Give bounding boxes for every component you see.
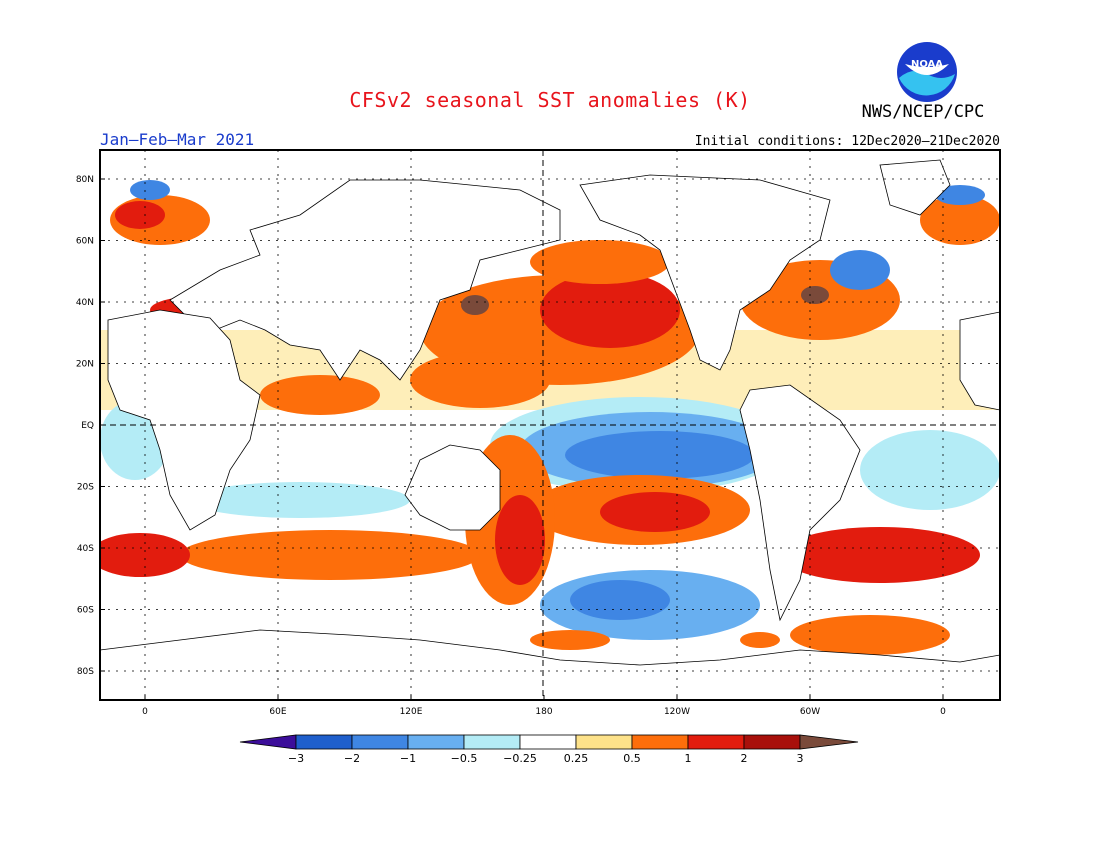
colorbar-tick-label: 0.5 [623,752,641,765]
colorbar-segment [519,734,577,750]
colorbar-tick-label: −0.25 [503,752,537,765]
south-atlantic-warm [780,527,980,583]
logo-text: NOAA [911,59,943,70]
lon-tick-label: 0 [940,707,946,717]
latitude-ticks: 80N 60N 40N 20N EQ 20S 40S 60S 80S [76,175,105,677]
lon-tick-label: 60E [269,707,286,717]
lon-tick-label: 120W [664,707,690,717]
lat-tick-label: 60S [77,606,94,616]
colorbar-segment [575,734,633,750]
lat-tick-label: 80S [77,667,94,677]
antarctica-land [100,629,1000,700]
colorbar-tick-label: 2 [741,752,748,765]
lat-tick-label: 60N [76,237,94,247]
lat-tick-label: 40S [77,544,94,554]
continents [100,159,1000,700]
lon-tick-label: 120E [400,707,423,717]
colorbar-high-arrow [799,734,859,750]
lat-tick-label: 20N [76,360,94,370]
colorbar-tick-label: −0.5 [451,752,478,765]
lat-tick-label: EQ [81,421,94,431]
longitude-ticks: 0 60E 120E 180 120W 60W 0 [142,695,946,717]
lon-tick-label: 60W [800,707,820,717]
colorbar-segment [351,734,409,750]
colorbar-segment [407,734,465,750]
cold-tongue-core [565,431,755,479]
lon-tick-label: 0 [142,707,148,717]
colorbar-tick-label: −1 [400,752,416,765]
agency-label: NWS/NCEP/CPC [861,102,985,122]
colorbar: −3 −2 −1 −0.5 −0.25 0.25 0.5 1 2 3 [239,734,859,765]
colorbar-tick-label: −3 [288,752,304,765]
colorbar-segment [631,734,689,750]
colorbar-low-arrow [239,734,297,750]
australia-land [404,444,501,531]
graticule [100,150,1000,700]
noaa-logo: NOAA [897,42,957,102]
colorbar-tick-label: 0.25 [564,752,589,765]
lat-tick-label: 20S [77,483,94,493]
forecast-period: Jan–Feb–Mar 2021 [100,130,255,149]
colorbar-segment [295,734,353,750]
africa-land [107,309,261,531]
colorbar-segment [743,734,801,750]
colorbar-tick-label: 3 [797,752,804,765]
lat-tick-label: 40N [76,298,94,308]
colorbar-tick-label: −2 [344,752,360,765]
eurasia-land [169,179,561,381]
colorbar-segment [687,734,745,750]
lat-tick-label: 80N [76,175,94,185]
lon-tick-label: 180 [535,707,552,717]
colorbar-tick-label: 1 [685,752,692,765]
north-america-land [579,174,831,371]
indian-ocean-warm [180,530,480,580]
initial-conditions: Initial conditions: 12Dec2020–21Dec2020 [694,134,1000,149]
chart-title: CFSv2 seasonal SST anomalies (K) [349,88,751,112]
colorbar-segment [463,734,521,750]
south-america-land [739,384,861,622]
